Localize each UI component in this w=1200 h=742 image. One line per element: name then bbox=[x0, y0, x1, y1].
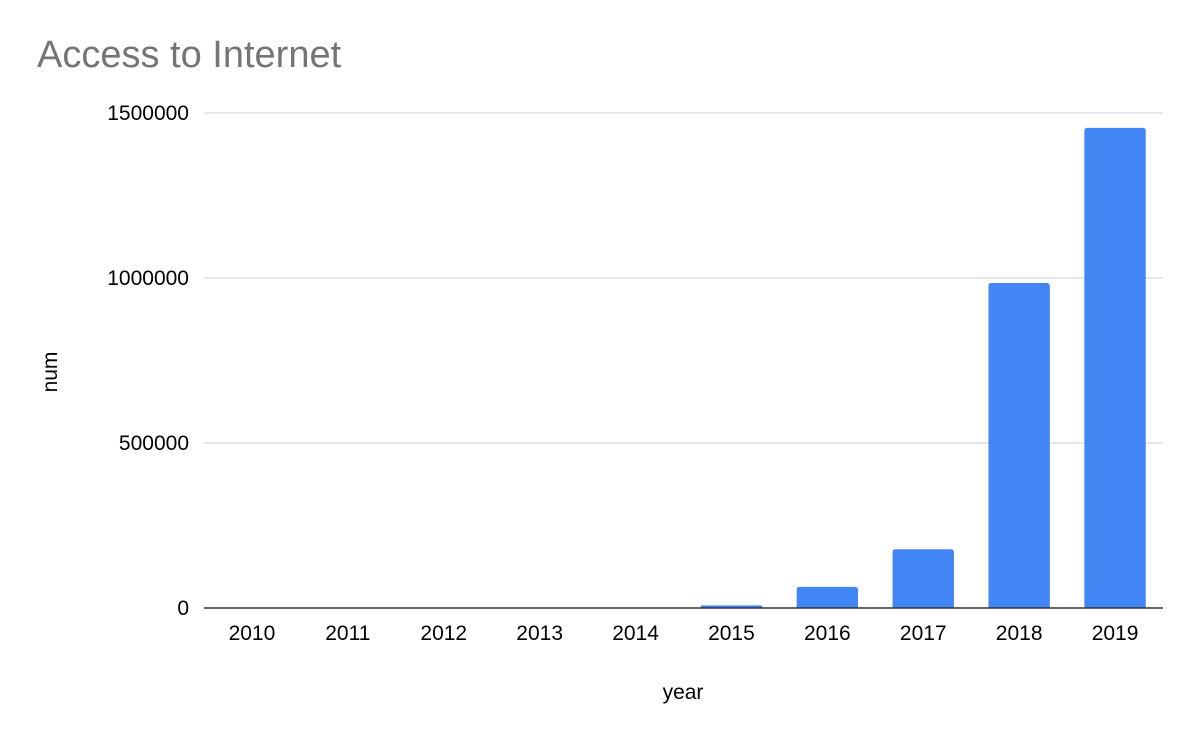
x-tick-label: 2017 bbox=[900, 622, 947, 645]
x-tick-label: 2019 bbox=[1092, 622, 1139, 645]
bar bbox=[988, 282, 1050, 608]
x-tick-label: 2013 bbox=[516, 622, 563, 645]
x-tick-label: 2015 bbox=[708, 622, 755, 645]
bar bbox=[892, 549, 954, 608]
x-tick-label: 2016 bbox=[804, 622, 851, 645]
x-axis-title: year bbox=[663, 681, 704, 704]
y-tick-label: 1000000 bbox=[107, 267, 189, 290]
x-tick-label: 2012 bbox=[420, 622, 467, 645]
y-tick-label: 0 bbox=[177, 597, 189, 620]
bar bbox=[796, 586, 859, 608]
y-tick-label: 500000 bbox=[119, 432, 189, 455]
x-tick-label: 2011 bbox=[325, 622, 370, 645]
chart-title: Access to Internet bbox=[37, 34, 342, 76]
y-tick-label: 1500000 bbox=[107, 102, 189, 125]
x-tick-label: 2018 bbox=[996, 622, 1043, 645]
x-tick-label: 2010 bbox=[229, 622, 276, 645]
y-axis-title: num bbox=[39, 352, 62, 393]
bar bbox=[1084, 127, 1146, 608]
x-tick-label: 2014 bbox=[612, 622, 659, 645]
